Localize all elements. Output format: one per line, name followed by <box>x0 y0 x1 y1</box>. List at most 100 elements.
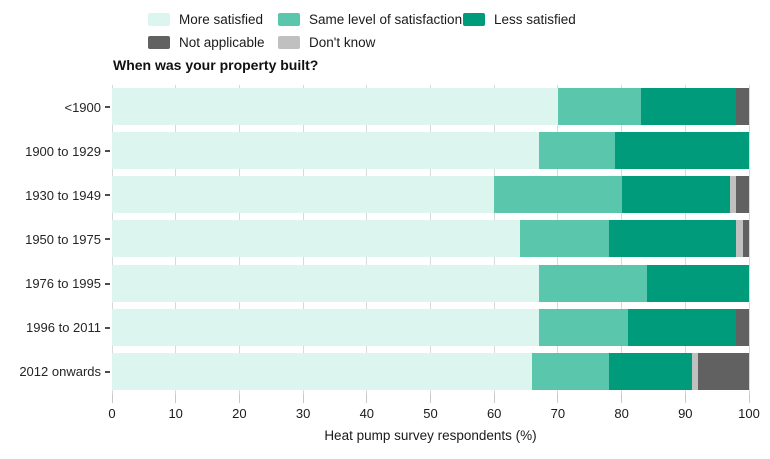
stacked-bar <box>112 88 749 125</box>
x-tick-mark <box>302 394 304 403</box>
bar-segment <box>621 176 730 214</box>
bar-row <box>112 350 749 394</box>
gridline <box>748 85 750 394</box>
x-tick-label: 10 <box>168 406 183 421</box>
legend-label: Less satisfied <box>494 11 576 27</box>
x-tick-mark <box>684 394 686 403</box>
x-tick-label: 60 <box>486 406 502 421</box>
x-axis-title: Heat pump survey respondents (%) <box>324 428 537 443</box>
x-tick-label: 80 <box>614 406 629 421</box>
bar-segment <box>729 176 737 214</box>
x-tick-label: 30 <box>295 406 311 421</box>
x-tick-label: 90 <box>678 406 693 421</box>
bar-segment <box>112 220 520 258</box>
x-tick-mark <box>238 394 240 403</box>
x-tick-label: 20 <box>232 406 247 421</box>
bar-segment <box>742 220 749 258</box>
x-tick-mark <box>366 394 368 403</box>
bar-segment <box>532 352 609 390</box>
y-tick-mark <box>105 238 110 241</box>
legend-swatch-icon <box>278 35 300 49</box>
bar-segment <box>640 88 737 125</box>
y-axis-label-row: 1976 to 1995 <box>0 262 110 306</box>
y-tick-mark <box>105 194 110 197</box>
y-tick-mark <box>105 106 110 109</box>
x-tick-label: 40 <box>359 406 375 421</box>
bar-segment <box>736 88 749 125</box>
stacked-bar <box>112 308 749 346</box>
x-tick-label: 100 <box>738 406 760 421</box>
bar-segment <box>647 264 749 302</box>
y-axis-label-row: 1996 to 2011 <box>0 306 110 350</box>
y-axis-label: 1900 to 1929 <box>25 143 101 159</box>
legend-item: Don't know <box>278 34 375 50</box>
legend-item: More satisfied <box>148 11 263 27</box>
bar-segment <box>736 308 749 346</box>
y-axis-label: 1950 to 1975 <box>25 231 101 247</box>
stacked-bar <box>112 264 749 302</box>
bar-row <box>112 217 749 261</box>
y-axis-label-row: 2012 onwards <box>0 350 110 394</box>
stacked-bar <box>112 132 749 170</box>
y-tick-mark <box>105 370 110 373</box>
x-tick-label: 0 <box>108 406 116 421</box>
y-tick-mark <box>105 326 110 329</box>
x-tick-mark <box>748 394 750 403</box>
x-tick-label: 50 <box>423 406 438 421</box>
legend-label: Not applicable <box>179 34 265 50</box>
bar-segment <box>557 88 641 125</box>
x-tick-mark <box>621 394 623 403</box>
bar-segment <box>112 176 495 214</box>
chart-title: When was your property built? <box>113 57 319 73</box>
stacked-bar <box>112 176 749 214</box>
bar-row <box>112 262 749 306</box>
bar-segment <box>608 220 737 258</box>
x-tick-mark <box>493 394 495 403</box>
y-tick-mark <box>105 150 110 153</box>
bar-segment <box>112 132 539 170</box>
stacked-bar <box>112 220 749 258</box>
y-axis-label: 1996 to 2011 <box>26 320 101 336</box>
bar-segment <box>736 220 743 258</box>
y-axis-labels: <1900 1900 to 1929 1930 to 1949 1950 to 197… <box>0 85 110 394</box>
bar-segment <box>691 352 698 390</box>
x-tick-mark <box>111 394 113 403</box>
bar-segment <box>112 88 558 125</box>
bar-segment <box>112 352 533 390</box>
bar-segment <box>538 308 628 346</box>
bar-row <box>112 85 749 129</box>
legend-swatch-icon <box>278 12 300 26</box>
x-axis: 0 10 20 30 40 50 60 70 80 90 100 <box>108 394 760 424</box>
bar-segment <box>538 264 648 302</box>
y-axis-label: 1930 to 1949 <box>25 187 101 203</box>
bar-segment <box>608 352 692 390</box>
bar-segment <box>112 264 539 302</box>
bars-layer <box>112 85 749 394</box>
bar-segment <box>494 176 622 214</box>
x-tick-mark <box>175 394 177 403</box>
legend-item: Same level of satisfaction <box>278 11 462 27</box>
bar-segment <box>627 308 737 346</box>
legend-swatch-icon <box>463 12 485 26</box>
bar-segment <box>538 132 616 170</box>
legend-item: Less satisfied <box>463 11 576 27</box>
y-axis-label: 1976 to 1995 <box>25 276 101 292</box>
legend-label: More satisfied <box>179 11 264 27</box>
legend-item: Not applicable <box>148 34 265 50</box>
bar-row <box>112 306 749 350</box>
legend-label: Same level of satisfaction <box>309 11 463 27</box>
bar-segment <box>736 176 749 214</box>
y-axis-label-row: 1900 to 1929 <box>0 129 110 173</box>
y-axis-label: 2012 onwards <box>19 364 101 380</box>
y-axis-label-row: 1930 to 1949 <box>0 173 110 217</box>
bar-segment <box>519 220 609 258</box>
y-axis-label-row: <1900 <box>0 85 110 129</box>
y-axis-label: <1900 <box>64 99 101 115</box>
x-tick-mark <box>430 394 431 403</box>
y-axis-label-row: 1950 to 1975 <box>0 217 110 261</box>
stacked-bar <box>112 352 749 390</box>
y-tick-mark <box>105 282 110 285</box>
x-tick-mark <box>557 394 559 403</box>
x-tick-label: 70 <box>550 406 566 421</box>
